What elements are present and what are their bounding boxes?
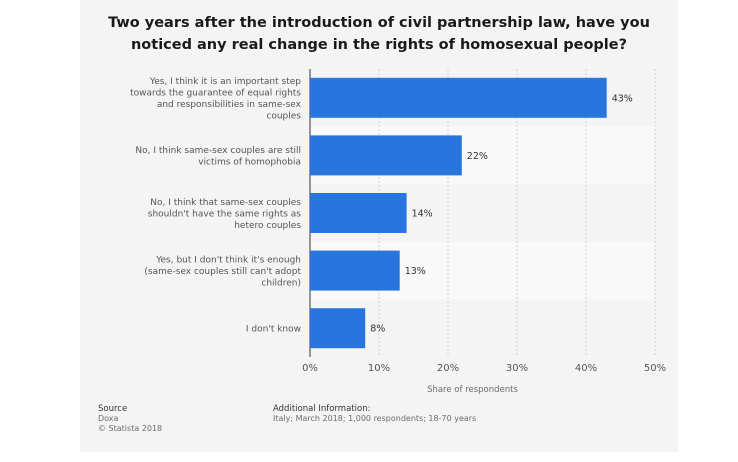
bar-value-label: 14% <box>412 209 433 220</box>
additional-info-text: Italy; March 2018; 1,000 respondents; 18… <box>273 414 477 423</box>
bar <box>310 250 400 291</box>
bar-value-label: 43% <box>612 93 633 104</box>
row-band <box>310 299 655 357</box>
source-line: © Statista 2018 <box>98 424 163 433</box>
category-label: Yes, but I don't think it's enough (same-… <box>144 256 301 289</box>
additional-info-heading: Additional Information: <box>273 404 371 414</box>
x-tick-label: 30% <box>506 363 528 374</box>
x-tick-label: 10% <box>368 363 390 374</box>
source-line: Doxa <box>98 414 119 423</box>
category-label: I don't know <box>246 325 301 335</box>
category-label: No, I think that same-sex couples shouldn… <box>148 198 302 231</box>
category-label: No, I think same-sex couples are still vi… <box>135 146 301 168</box>
source-heading: Source <box>98 404 128 414</box>
bar <box>310 193 407 233</box>
x-tick-label: 40% <box>575 363 597 374</box>
category-label: Yes, I think it is an important step towa… <box>130 77 302 122</box>
bar-value-label: 13% <box>405 266 426 277</box>
source-block: Source Doxa © Statista 2018 <box>98 404 162 434</box>
chart-title: Two years after the introduction of civi… <box>108 15 650 53</box>
additional-info-block: Additional Information: Italy; March 201… <box>273 404 476 424</box>
bar <box>310 77 607 118</box>
bar <box>310 135 462 176</box>
x-tick-label: 0% <box>302 363 318 374</box>
bar-value-label: 8% <box>370 324 385 335</box>
x-tick-label: 50% <box>644 363 666 374</box>
x-axis-title: Share of respondents <box>427 385 518 395</box>
bar <box>310 308 366 349</box>
bar-value-label: 22% <box>467 151 488 162</box>
x-tick-label: 20% <box>437 363 459 374</box>
